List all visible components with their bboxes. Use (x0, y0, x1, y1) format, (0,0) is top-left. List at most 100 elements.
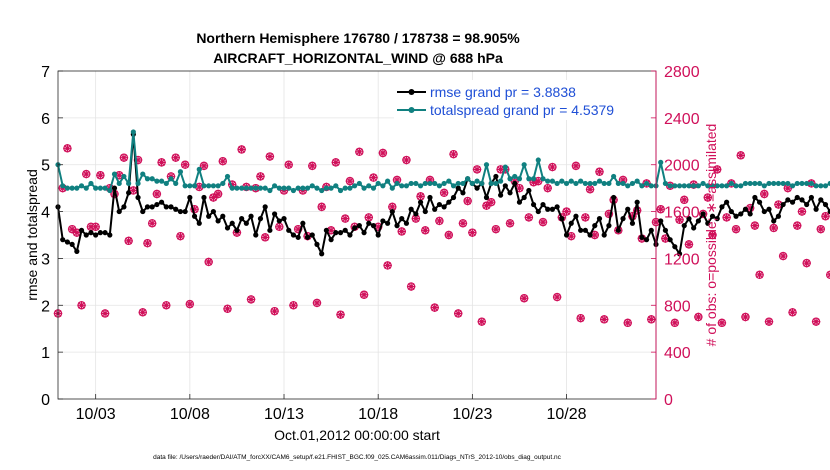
left-y-tick-label: 4 (41, 205, 50, 222)
obs-assimilated-point (237, 145, 246, 154)
rmse-point (234, 227, 240, 233)
totalspread-point (738, 183, 744, 189)
obs-assimilated-point (91, 222, 100, 231)
obs-assimilated-point (67, 224, 77, 234)
totalspread-point (333, 183, 339, 189)
legend-rmse-label: rmse grand pr = 3.8838 (430, 84, 576, 100)
totalspread-point (380, 183, 386, 189)
rmse-point (74, 248, 80, 254)
totalspread-point (215, 183, 221, 189)
rmse-point (140, 208, 146, 215)
rmse-point (813, 206, 819, 212)
rmse-point (516, 199, 523, 205)
x-tick-label: 10/03 (76, 406, 116, 423)
totalspread-point (639, 183, 645, 189)
rmse-point (563, 232, 570, 238)
rmse-point (314, 241, 320, 247)
obs-assimilated-point (406, 282, 416, 291)
obs-assimilated-point (152, 189, 162, 199)
totalspread-point (97, 185, 103, 191)
obs-assimilated-point (708, 230, 717, 240)
obs-assimilated-point (312, 298, 322, 308)
totalspread-point (601, 180, 607, 187)
rmse-point (361, 230, 367, 236)
totalspread-point (253, 185, 259, 191)
rmse-point (220, 213, 226, 219)
totalspread-point (135, 180, 141, 187)
obs-assimilated-point (571, 161, 581, 171)
obs-assimilated-point (284, 160, 293, 169)
obs-assimilated-point (383, 261, 392, 270)
rmse-point (780, 201, 786, 208)
totalspread-point (634, 178, 640, 184)
obs-assimilated-point (228, 180, 237, 189)
rmse-point (215, 218, 221, 224)
legend: rmse grand pr = 3.8838 totalspread grand… (394, 80, 650, 120)
obs-assimilated-point (260, 233, 270, 242)
obs-assimilated-point (482, 201, 491, 210)
obs-assimilated-point (491, 224, 501, 234)
totalspread-point (540, 176, 546, 182)
rmse-point (295, 234, 301, 240)
rmse-point (352, 225, 358, 231)
totalspread-point (530, 176, 537, 182)
rmse-point (658, 218, 664, 224)
totalspread-point (686, 183, 692, 189)
totalspread-point (611, 173, 617, 180)
x-tick-label: 10/13 (264, 406, 304, 423)
obs-assimilated-point (289, 301, 298, 310)
rmse-point (144, 204, 151, 210)
totalspread-point (144, 176, 151, 182)
obs-assimilated-point (454, 309, 463, 318)
totalspread-point (667, 183, 673, 189)
obs-assimilated-point (265, 152, 275, 161)
obs-assimilated-point (444, 230, 454, 240)
rmse-point (224, 225, 231, 231)
totalspread-point (93, 185, 99, 191)
rmse-point (432, 206, 438, 212)
totalspread-point (389, 185, 395, 191)
rmse-point (728, 208, 734, 215)
totalspread-point (493, 180, 499, 187)
totalspread-point (554, 180, 560, 187)
obs-assimilated-point (463, 196, 472, 206)
left-y-axis-label: rmse and totalspread (24, 169, 40, 301)
totalspread-point (107, 187, 113, 194)
obs-assimilated-point (435, 216, 444, 226)
totalspread-point (592, 180, 598, 187)
obs-assimilated-point (218, 157, 228, 166)
rmse-point (413, 211, 419, 217)
totalspread-point (460, 180, 466, 187)
rmse-point (441, 204, 447, 210)
rmse-point (799, 197, 805, 203)
totalspread-point (385, 178, 391, 184)
totalspread-point (629, 180, 636, 187)
rmse-point (163, 204, 169, 210)
rmse-point (290, 232, 297, 238)
totalspread-point (756, 180, 763, 187)
obs-assimilated-point (741, 312, 750, 322)
rmse-point (206, 213, 212, 219)
totalspread-point (658, 159, 664, 165)
rmse-point (102, 230, 108, 236)
totalspread-point (286, 185, 292, 191)
rmse-point (676, 251, 683, 257)
rmse-point (276, 218, 282, 224)
rmse-point (262, 204, 268, 210)
rmse-point (596, 216, 603, 222)
totalspread-point (206, 183, 212, 189)
totalspread-point (785, 180, 791, 187)
totalspread-point (370, 185, 377, 191)
rmse-point (738, 211, 744, 217)
totalspread-point (742, 180, 749, 187)
rmse-point (267, 227, 273, 233)
totalspread-point (88, 180, 94, 187)
totalspread-point (799, 180, 805, 187)
rmse-point (483, 194, 490, 201)
obs-assimilated-point (82, 169, 91, 179)
totalspread-point (714, 183, 720, 189)
rmse-point (639, 234, 645, 240)
totalspread-point (342, 185, 348, 191)
totalspread-point (290, 187, 297, 194)
